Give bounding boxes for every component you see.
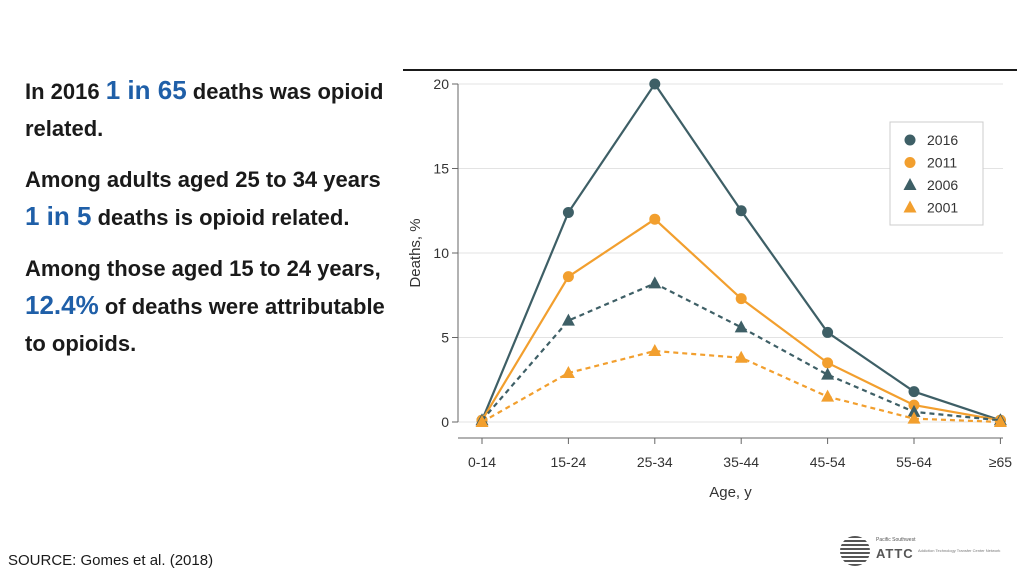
x-tick-label: 35-44 bbox=[723, 454, 759, 470]
data-point-2011 bbox=[562, 271, 574, 283]
stat-highlight: 12.4% bbox=[25, 290, 99, 320]
logo-top-line: Pacific Southwest bbox=[876, 537, 916, 543]
legend-label: 2001 bbox=[927, 200, 958, 216]
data-point-2006 bbox=[821, 367, 835, 380]
data-point-2006 bbox=[561, 313, 575, 326]
legend-label: 2016 bbox=[927, 132, 958, 148]
x-tick-label: 55-64 bbox=[896, 454, 932, 470]
logo-tagline: Addiction Technology Transfer Center Net… bbox=[918, 548, 1001, 553]
summary-text: In 2016 1 in 65 deaths was opioid relate… bbox=[25, 72, 395, 376]
x-axis-label: Age, y bbox=[709, 484, 752, 501]
series-line-2011 bbox=[481, 217, 1001, 422]
attc-logo: Pacific Southwest ATTC Addiction Technol… bbox=[840, 534, 1010, 570]
legend-marker-2011 bbox=[904, 157, 916, 168]
data-point-2011 bbox=[735, 293, 747, 305]
stat-text: deaths is opioid related. bbox=[91, 205, 350, 230]
stat-text: of deaths were attributable to opioids. bbox=[25, 294, 385, 356]
top-rule bbox=[403, 69, 1017, 71]
data-point-2011 bbox=[649, 213, 661, 225]
data-point-2006 bbox=[734, 320, 748, 333]
data-point-2001 bbox=[648, 344, 662, 357]
data-point-2016 bbox=[649, 78, 661, 90]
stat-highlight: 1 in 5 bbox=[25, 201, 92, 231]
legend-label: 2006 bbox=[927, 177, 958, 193]
x-tick-label: 45-54 bbox=[810, 454, 846, 470]
stat-text: Among adults aged 25 to 34 years bbox=[25, 167, 381, 192]
x-tick-label: 25-34 bbox=[637, 454, 673, 470]
stat-text: deaths was opioid related. bbox=[25, 79, 384, 141]
data-point-2001 bbox=[734, 350, 748, 363]
y-tick-label: 0 bbox=[441, 414, 449, 430]
x-tick-label: ≥65 bbox=[989, 454, 1012, 470]
data-point-2001 bbox=[475, 415, 489, 427]
stat-highlight: 1 in 65 bbox=[105, 75, 187, 105]
legend-label: 2011 bbox=[927, 155, 957, 171]
line-chart: 0 5 10 15 20 0-14 15-24 25-34 35-44 45-54 55-64 ≥65… bbox=[407, 76, 1012, 501]
y-tick-label: 5 bbox=[441, 330, 449, 346]
x-tick-label: 15-24 bbox=[550, 454, 586, 470]
y-tick-label: 15 bbox=[433, 161, 449, 177]
attc-logo-icon bbox=[840, 536, 870, 566]
legend-marker-2001 bbox=[903, 200, 917, 213]
data-point-2001 bbox=[907, 411, 921, 424]
data-point-2016 bbox=[822, 326, 834, 338]
logo-name: ATTC bbox=[876, 546, 914, 561]
data-point-2006 bbox=[907, 404, 921, 417]
data-point-2006 bbox=[648, 276, 662, 289]
data-point-2016 bbox=[562, 206, 574, 218]
y-tick-label: 10 bbox=[433, 245, 449, 261]
y-tick-label: 20 bbox=[433, 76, 449, 92]
stat-text: In 2016 bbox=[25, 79, 106, 104]
data-point-2016 bbox=[735, 205, 747, 217]
y-axis-label: Deaths, % bbox=[407, 218, 424, 287]
stat-15-24: Among those aged 15 to 24 years, 12.4% o… bbox=[25, 250, 395, 362]
legend-marker-2016 bbox=[904, 134, 916, 146]
data-point-2001 bbox=[993, 415, 1007, 427]
data-point-2001 bbox=[821, 389, 835, 402]
data-point-2016 bbox=[908, 386, 920, 398]
stat-25-34: Among adults aged 25 to 34 years 1 in 5 … bbox=[25, 161, 395, 236]
data-point-2001 bbox=[561, 365, 575, 378]
source-citation: SOURCE: Gomes et al. (2018) bbox=[8, 552, 214, 569]
stat-2016: In 2016 1 in 65 deaths was opioid relate… bbox=[25, 72, 395, 147]
x-tick-label: 0-14 bbox=[468, 454, 496, 470]
stat-text: Among those aged 15 to 24 years, bbox=[25, 256, 381, 281]
legend-marker-2006 bbox=[903, 178, 917, 190]
data-point-2011 bbox=[822, 357, 834, 369]
